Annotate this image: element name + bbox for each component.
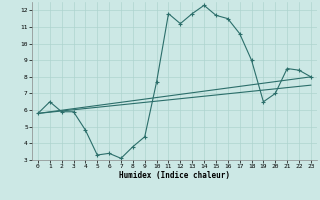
X-axis label: Humidex (Indice chaleur): Humidex (Indice chaleur) [119, 171, 230, 180]
